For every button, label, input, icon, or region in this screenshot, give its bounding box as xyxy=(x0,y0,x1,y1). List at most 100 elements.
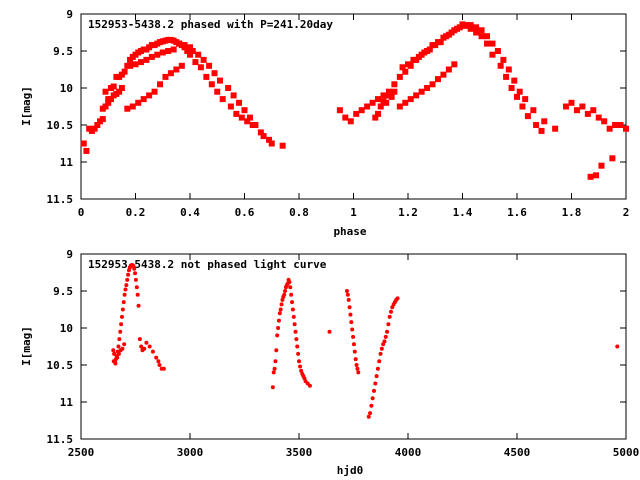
phased-data-point xyxy=(440,71,447,78)
phased-y-tick-label: 10.5 xyxy=(47,119,74,132)
unphased-data-point xyxy=(278,307,283,312)
phased-data-point xyxy=(187,51,193,58)
phased-data-point xyxy=(353,110,360,117)
unphased-data-point xyxy=(385,329,390,334)
phased-data-point xyxy=(375,110,382,117)
unphased-x-tick-label: 3500 xyxy=(286,446,313,459)
phased-data-point xyxy=(135,99,142,106)
phased-data-point xyxy=(260,133,267,140)
phased-data-point xyxy=(173,66,180,73)
phased-data-point xyxy=(257,129,264,136)
phased-data-point xyxy=(211,70,218,77)
unphased-data-point xyxy=(279,302,284,307)
phased-data-point xyxy=(601,118,608,125)
unphased-data-point xyxy=(150,349,155,354)
unphased-data-point xyxy=(115,355,120,360)
phased-data-points xyxy=(80,21,629,180)
phased-data-point xyxy=(606,125,613,132)
phased-y-tick-label: 10 xyxy=(60,82,73,95)
unphased-data-point xyxy=(137,337,142,342)
unphased-data-point xyxy=(288,285,293,290)
phased-y-axis-label: I[mag] xyxy=(20,86,33,126)
phased-data-point xyxy=(467,22,474,29)
phased-data-point xyxy=(385,88,392,95)
phased-y-tick-label: 11.5 xyxy=(47,193,74,206)
phased-data-point xyxy=(533,122,540,128)
phased-data-point xyxy=(157,81,164,88)
unphased-plot-frame xyxy=(80,253,627,440)
phased-x-tick-label: 0 xyxy=(78,206,85,219)
phased-data-point xyxy=(233,110,240,117)
phased-data-point xyxy=(478,33,485,40)
unphased-data-point xyxy=(388,309,393,314)
phased-data-point xyxy=(478,27,485,34)
phased-data-point xyxy=(167,70,174,77)
phased-data-point xyxy=(418,88,425,95)
unphased-data-point xyxy=(379,346,384,351)
unphased-data-point xyxy=(290,307,295,312)
unphased-data-point xyxy=(287,280,292,285)
phased-y-tick-label: 9 xyxy=(66,8,73,21)
unphased-data-point xyxy=(120,346,125,351)
phased-data-point xyxy=(396,73,403,80)
phased-data-point xyxy=(91,125,98,132)
unphased-data-point xyxy=(348,312,353,317)
unphased-data-point xyxy=(124,283,129,288)
phased-data-point xyxy=(380,98,387,105)
unphased-data-point xyxy=(295,344,300,349)
phased-data-point xyxy=(143,56,150,63)
unphased-x-tick-label: 3000 xyxy=(177,446,204,459)
unphased-data-point xyxy=(294,337,299,342)
unphased-data-point xyxy=(270,385,275,390)
phased-data-point xyxy=(519,103,526,110)
unphased-data-point xyxy=(116,351,121,356)
phased-data-point xyxy=(587,173,594,180)
unphased-data-point xyxy=(373,381,378,386)
phased-data-point xyxy=(192,59,199,66)
unphased-data-point xyxy=(116,344,121,349)
phased-data-point xyxy=(437,39,444,46)
phased-data-point xyxy=(110,83,117,90)
phased-data-point xyxy=(94,122,101,128)
unphased-data-point xyxy=(274,348,279,353)
phased-data-point xyxy=(154,51,161,58)
phased-data-point xyxy=(206,62,213,69)
unphased-data-point xyxy=(307,383,312,388)
phased-data-point xyxy=(113,90,120,97)
phased-data-point xyxy=(132,61,139,68)
phased-data-point xyxy=(162,73,169,80)
unphased-data-point xyxy=(349,320,354,325)
phased-data-point xyxy=(176,40,183,47)
phased-x-tick-label: 0.6 xyxy=(235,206,255,219)
phased-data-point xyxy=(375,96,382,103)
phased-data-point xyxy=(208,81,215,88)
phased-data-point xyxy=(503,73,510,80)
unphased-data-point xyxy=(345,292,350,297)
phased-data-point xyxy=(107,96,114,103)
phased-data-point xyxy=(451,61,458,68)
unphased-data-point xyxy=(378,351,383,356)
unphased-data-point xyxy=(111,348,116,353)
phased-data-point xyxy=(214,88,221,95)
phased-data-point xyxy=(552,125,559,132)
phased-data-point xyxy=(225,85,232,91)
unphased-y-tick-label: 10.5 xyxy=(47,359,74,372)
phased-x-tick-label: 1.2 xyxy=(398,206,418,219)
unphased-data-point xyxy=(112,351,117,356)
unphased-data-point xyxy=(135,292,140,297)
phased-data-point xyxy=(424,85,431,91)
unphased-data-point xyxy=(351,334,356,339)
phased-data-point xyxy=(573,107,580,114)
phased-data-point xyxy=(443,33,450,40)
phased-data-point xyxy=(415,53,422,60)
unphased-y-tick-label: 11 xyxy=(60,396,74,409)
unphased-data-point xyxy=(133,271,138,276)
unphased-data-point xyxy=(370,396,375,401)
unphased-data-point xyxy=(395,296,400,301)
phased-data-point xyxy=(137,59,144,66)
unphased-data-point xyxy=(382,339,387,344)
unphased-data-point xyxy=(344,289,349,293)
phased-data-point xyxy=(538,127,545,134)
phased-data-point xyxy=(336,107,343,114)
phased-data-point xyxy=(129,103,136,110)
